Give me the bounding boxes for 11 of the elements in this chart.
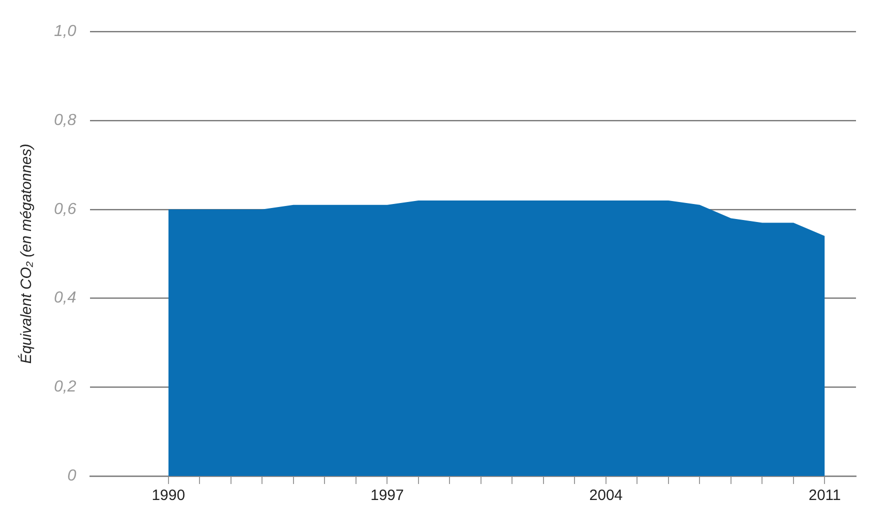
y-tick-label: 0 [67, 467, 76, 484]
y-tick-label: 0,8 [54, 112, 76, 129]
x-tick-label: 2004 [589, 487, 623, 504]
y-tick-label: 0,6 [54, 200, 76, 218]
y-axis-title: Équivalent CO₂ (en mégatonnes) [17, 144, 36, 364]
y-tick-label: 1,0 [54, 23, 76, 40]
y-tick-label: 0,2 [54, 378, 76, 396]
x-tick-label: 1997 [370, 487, 404, 504]
x-tick-label: 2011 [808, 487, 841, 504]
y-tick-label: 0,4 [54, 290, 76, 307]
x-tick-label: 1990 [152, 487, 186, 504]
